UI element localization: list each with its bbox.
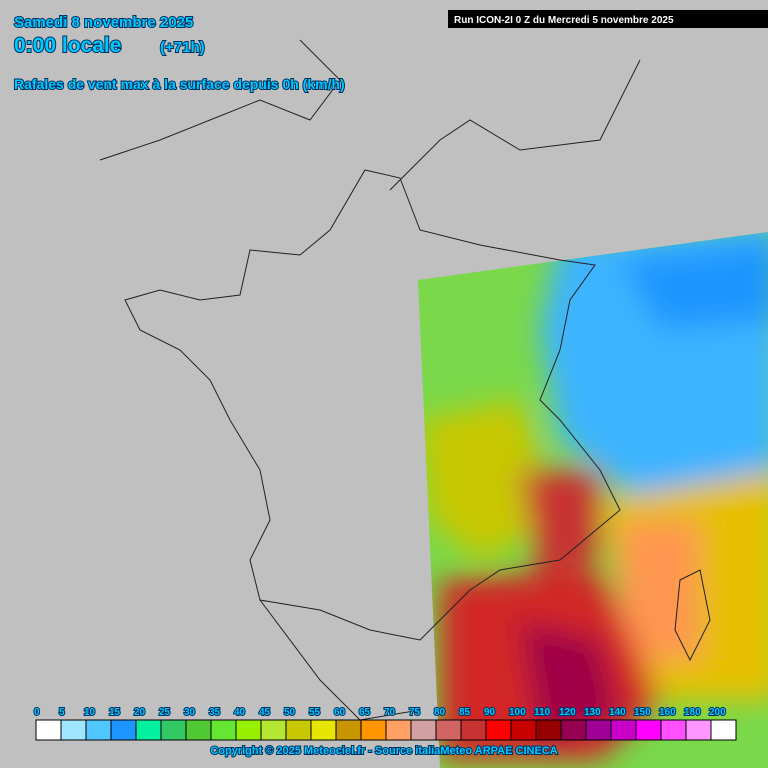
run-info: Run ICON-2I 0 Z du Mercredi 5 novembre 2… bbox=[454, 15, 674, 26]
legend-swatch bbox=[685, 719, 712, 741]
legend-label: 15 bbox=[109, 707, 121, 718]
legend-label: 150 bbox=[634, 707, 651, 718]
legend-swatch bbox=[110, 719, 137, 741]
legend-label: 120 bbox=[559, 707, 576, 718]
legend-swatch bbox=[60, 719, 87, 741]
legend-swatch bbox=[335, 719, 362, 741]
legend-label: 110 bbox=[534, 707, 551, 718]
subtitle: Rafales de vent max à la surface depuis … bbox=[14, 76, 345, 92]
legend-label: 80 bbox=[434, 707, 446, 718]
legend-label: 200 bbox=[709, 707, 726, 718]
legend-swatch bbox=[210, 719, 237, 741]
legend-swatch bbox=[560, 719, 587, 741]
legend-label: 70 bbox=[384, 707, 396, 718]
legend-label: 130 bbox=[584, 707, 601, 718]
time: 0:00 locale bbox=[14, 34, 121, 57]
legend-label: 85 bbox=[459, 707, 471, 718]
legend: 0 5 10 15 20 25 30 35 40 45 50 55 60 65 70 75 80 85 90 100 1… bbox=[33, 706, 737, 741]
legend-swatch bbox=[235, 719, 262, 741]
legend-swatch bbox=[435, 719, 462, 741]
legend-label: 140 bbox=[609, 707, 626, 718]
legend-swatch bbox=[135, 719, 162, 741]
wind-field bbox=[418, 232, 768, 768]
legend-swatch bbox=[260, 719, 287, 741]
legend-swatch bbox=[660, 719, 687, 741]
legend-label: 90 bbox=[484, 707, 496, 718]
legend-label: 40 bbox=[234, 707, 246, 718]
legend-swatch bbox=[35, 719, 62, 741]
legend-label: 10 bbox=[84, 707, 96, 718]
legend-swatch bbox=[85, 719, 112, 741]
copyright: Copyright © 2025 Meteociel.fr - Source i… bbox=[210, 745, 557, 757]
legend-swatch bbox=[310, 719, 337, 741]
legend-label: 0 bbox=[34, 707, 40, 718]
legend-label: 160 bbox=[659, 707, 676, 718]
legend-swatch bbox=[160, 719, 187, 741]
legend-label: 180 bbox=[684, 707, 701, 718]
legend-label: 35 bbox=[209, 707, 221, 718]
legend-swatch bbox=[410, 719, 437, 741]
legend-label: 100 bbox=[509, 707, 526, 718]
legend-swatch bbox=[635, 719, 662, 741]
legend-label: 25 bbox=[159, 707, 171, 718]
legend-label: 5 bbox=[59, 707, 65, 718]
legend-label: 50 bbox=[284, 707, 296, 718]
legend-swatch bbox=[185, 719, 212, 741]
legend-swatch bbox=[385, 719, 412, 741]
legend-swatch bbox=[510, 719, 537, 741]
legend-label: 55 bbox=[309, 707, 321, 718]
legend-label: 45 bbox=[259, 707, 271, 718]
legend-label: 30 bbox=[184, 707, 196, 718]
lead-time: (+71h) bbox=[160, 39, 205, 56]
legend-label: 20 bbox=[134, 707, 146, 718]
legend-swatch bbox=[485, 719, 512, 741]
borders bbox=[99, 39, 711, 721]
legend-swatch bbox=[285, 719, 312, 741]
legend-swatch bbox=[585, 719, 612, 741]
legend-swatch bbox=[460, 719, 487, 741]
date: Samedi 8 novembre 2025 bbox=[14, 14, 193, 31]
legend-label: 60 bbox=[334, 707, 346, 718]
legend-label: 65 bbox=[359, 707, 371, 718]
legend-swatch bbox=[610, 719, 637, 741]
legend-swatch bbox=[360, 719, 387, 741]
legend-swatch bbox=[535, 719, 562, 741]
legend-label: 75 bbox=[409, 707, 421, 718]
legend-swatch bbox=[710, 719, 737, 741]
run-banner bbox=[448, 10, 768, 28]
